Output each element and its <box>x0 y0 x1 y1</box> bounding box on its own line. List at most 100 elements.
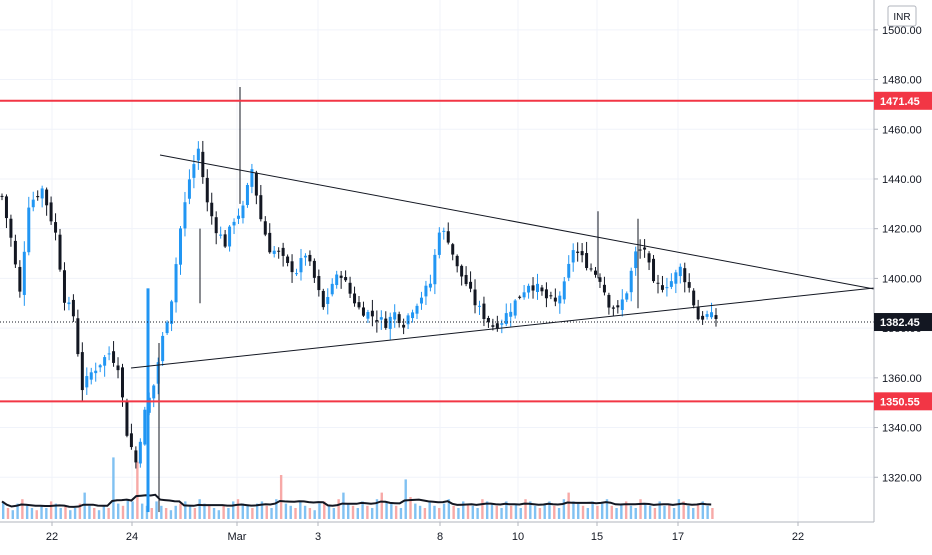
candle-body[interactable] <box>308 254 312 262</box>
overlay-lines[interactable] <box>0 99 875 403</box>
candle[interactable] <box>36 190 40 201</box>
candle[interactable] <box>45 187 49 216</box>
highlight-candle[interactable] <box>158 343 160 513</box>
candle-body[interactable] <box>161 335 165 362</box>
candle-body[interactable] <box>464 274 468 285</box>
candle-body[interactable] <box>397 314 401 324</box>
candle[interactable] <box>89 367 93 385</box>
candle-body[interactable] <box>643 247 647 250</box>
candle[interactable] <box>196 141 200 170</box>
candle-body[interactable] <box>406 315 410 325</box>
candle[interactable] <box>134 446 138 469</box>
candle-body[interactable] <box>125 400 129 436</box>
candle[interactable] <box>656 274 660 294</box>
candle[interactable] <box>634 246 638 276</box>
candle[interactable] <box>321 288 325 310</box>
candle[interactable] <box>228 225 232 252</box>
candle-body[interactable] <box>469 281 473 289</box>
candle-body[interactable] <box>299 258 303 273</box>
candle[interactable] <box>375 310 379 333</box>
candle[interactable] <box>303 253 307 266</box>
candle-body[interactable] <box>98 365 102 368</box>
candle-body[interactable] <box>85 376 89 388</box>
candle-body[interactable] <box>228 226 232 247</box>
candle-body[interactable] <box>40 188 44 199</box>
candle[interactable] <box>330 278 334 297</box>
candle-body[interactable] <box>71 299 75 317</box>
candle-body[interactable] <box>375 320 379 322</box>
candle[interactable] <box>451 242 455 261</box>
candle-body[interactable] <box>170 301 174 324</box>
candle-body[interactable] <box>428 283 432 288</box>
candle-body[interactable] <box>518 296 522 298</box>
candle-body[interactable] <box>107 353 111 355</box>
candle[interactable] <box>638 239 642 259</box>
candle-body[interactable] <box>4 196 8 219</box>
currency-badge[interactable] <box>887 5 917 27</box>
candle-body[interactable] <box>384 318 388 328</box>
candle[interactable] <box>179 225 182 275</box>
candle[interactable] <box>49 196 53 225</box>
candle-body[interactable] <box>62 270 66 303</box>
candle-body[interactable] <box>277 250 281 252</box>
candle[interactable] <box>254 170 258 205</box>
candle[interactable] <box>460 264 464 286</box>
candle[interactable] <box>647 251 651 271</box>
candle[interactable] <box>67 296 71 311</box>
candle[interactable] <box>594 266 598 278</box>
candle[interactable] <box>277 247 281 259</box>
candle-body[interactable] <box>54 222 58 233</box>
candle-body[interactable] <box>638 249 642 251</box>
candle[interactable] <box>339 270 343 289</box>
candle[interactable] <box>40 185 44 208</box>
candle-body[interactable] <box>656 282 660 284</box>
candle-body[interactable] <box>477 305 481 307</box>
candle-body[interactable] <box>165 322 169 334</box>
time-axis-panel[interactable] <box>0 522 932 550</box>
candle-body[interactable] <box>446 231 450 243</box>
candle[interactable] <box>692 288 696 309</box>
candle-body[interactable] <box>522 292 526 298</box>
candle-body[interactable] <box>210 202 214 217</box>
candle-body[interactable] <box>143 409 147 445</box>
candle-body[interactable] <box>219 234 223 236</box>
candle-body[interactable] <box>437 232 441 255</box>
candle[interactable] <box>397 311 401 328</box>
candle-body[interactable] <box>669 281 673 287</box>
candle-body[interactable] <box>460 265 464 277</box>
candle[interactable] <box>103 354 107 377</box>
candle[interactable] <box>326 288 330 315</box>
candle[interactable] <box>705 310 709 320</box>
candle-body[interactable] <box>241 205 245 219</box>
candle[interactable] <box>187 169 191 205</box>
candle-body[interactable] <box>625 293 629 300</box>
candle-body[interactable] <box>179 228 182 265</box>
candle-body[interactable] <box>634 251 638 269</box>
candle-body[interactable] <box>710 312 714 318</box>
candle[interactable] <box>602 276 606 296</box>
candle-body[interactable] <box>513 300 517 316</box>
candle-body[interactable] <box>94 370 98 374</box>
candle[interactable] <box>357 296 361 310</box>
candle-body[interactable] <box>594 270 598 275</box>
candle-body[interactable] <box>103 357 107 366</box>
candle[interactable] <box>308 250 312 266</box>
candle[interactable] <box>536 273 539 300</box>
candle[interactable] <box>348 276 352 298</box>
candle-body[interactable] <box>361 307 365 316</box>
candle[interactable] <box>138 438 142 468</box>
candle-body[interactable] <box>491 325 495 327</box>
candle[interactable] <box>58 228 62 272</box>
candle-body[interactable] <box>76 318 80 355</box>
candle-body[interactable] <box>120 367 124 398</box>
candle-body[interactable] <box>116 365 120 371</box>
candle[interactable] <box>170 299 174 332</box>
candle[interactable] <box>112 341 116 367</box>
candle-body[interactable] <box>647 253 651 263</box>
candle-body[interactable] <box>500 323 504 325</box>
candle[interactable] <box>268 223 272 254</box>
candle[interactable] <box>219 226 223 239</box>
candle[interactable] <box>540 284 544 296</box>
candle[interactable] <box>107 346 111 361</box>
candle-body[interactable] <box>620 299 624 310</box>
